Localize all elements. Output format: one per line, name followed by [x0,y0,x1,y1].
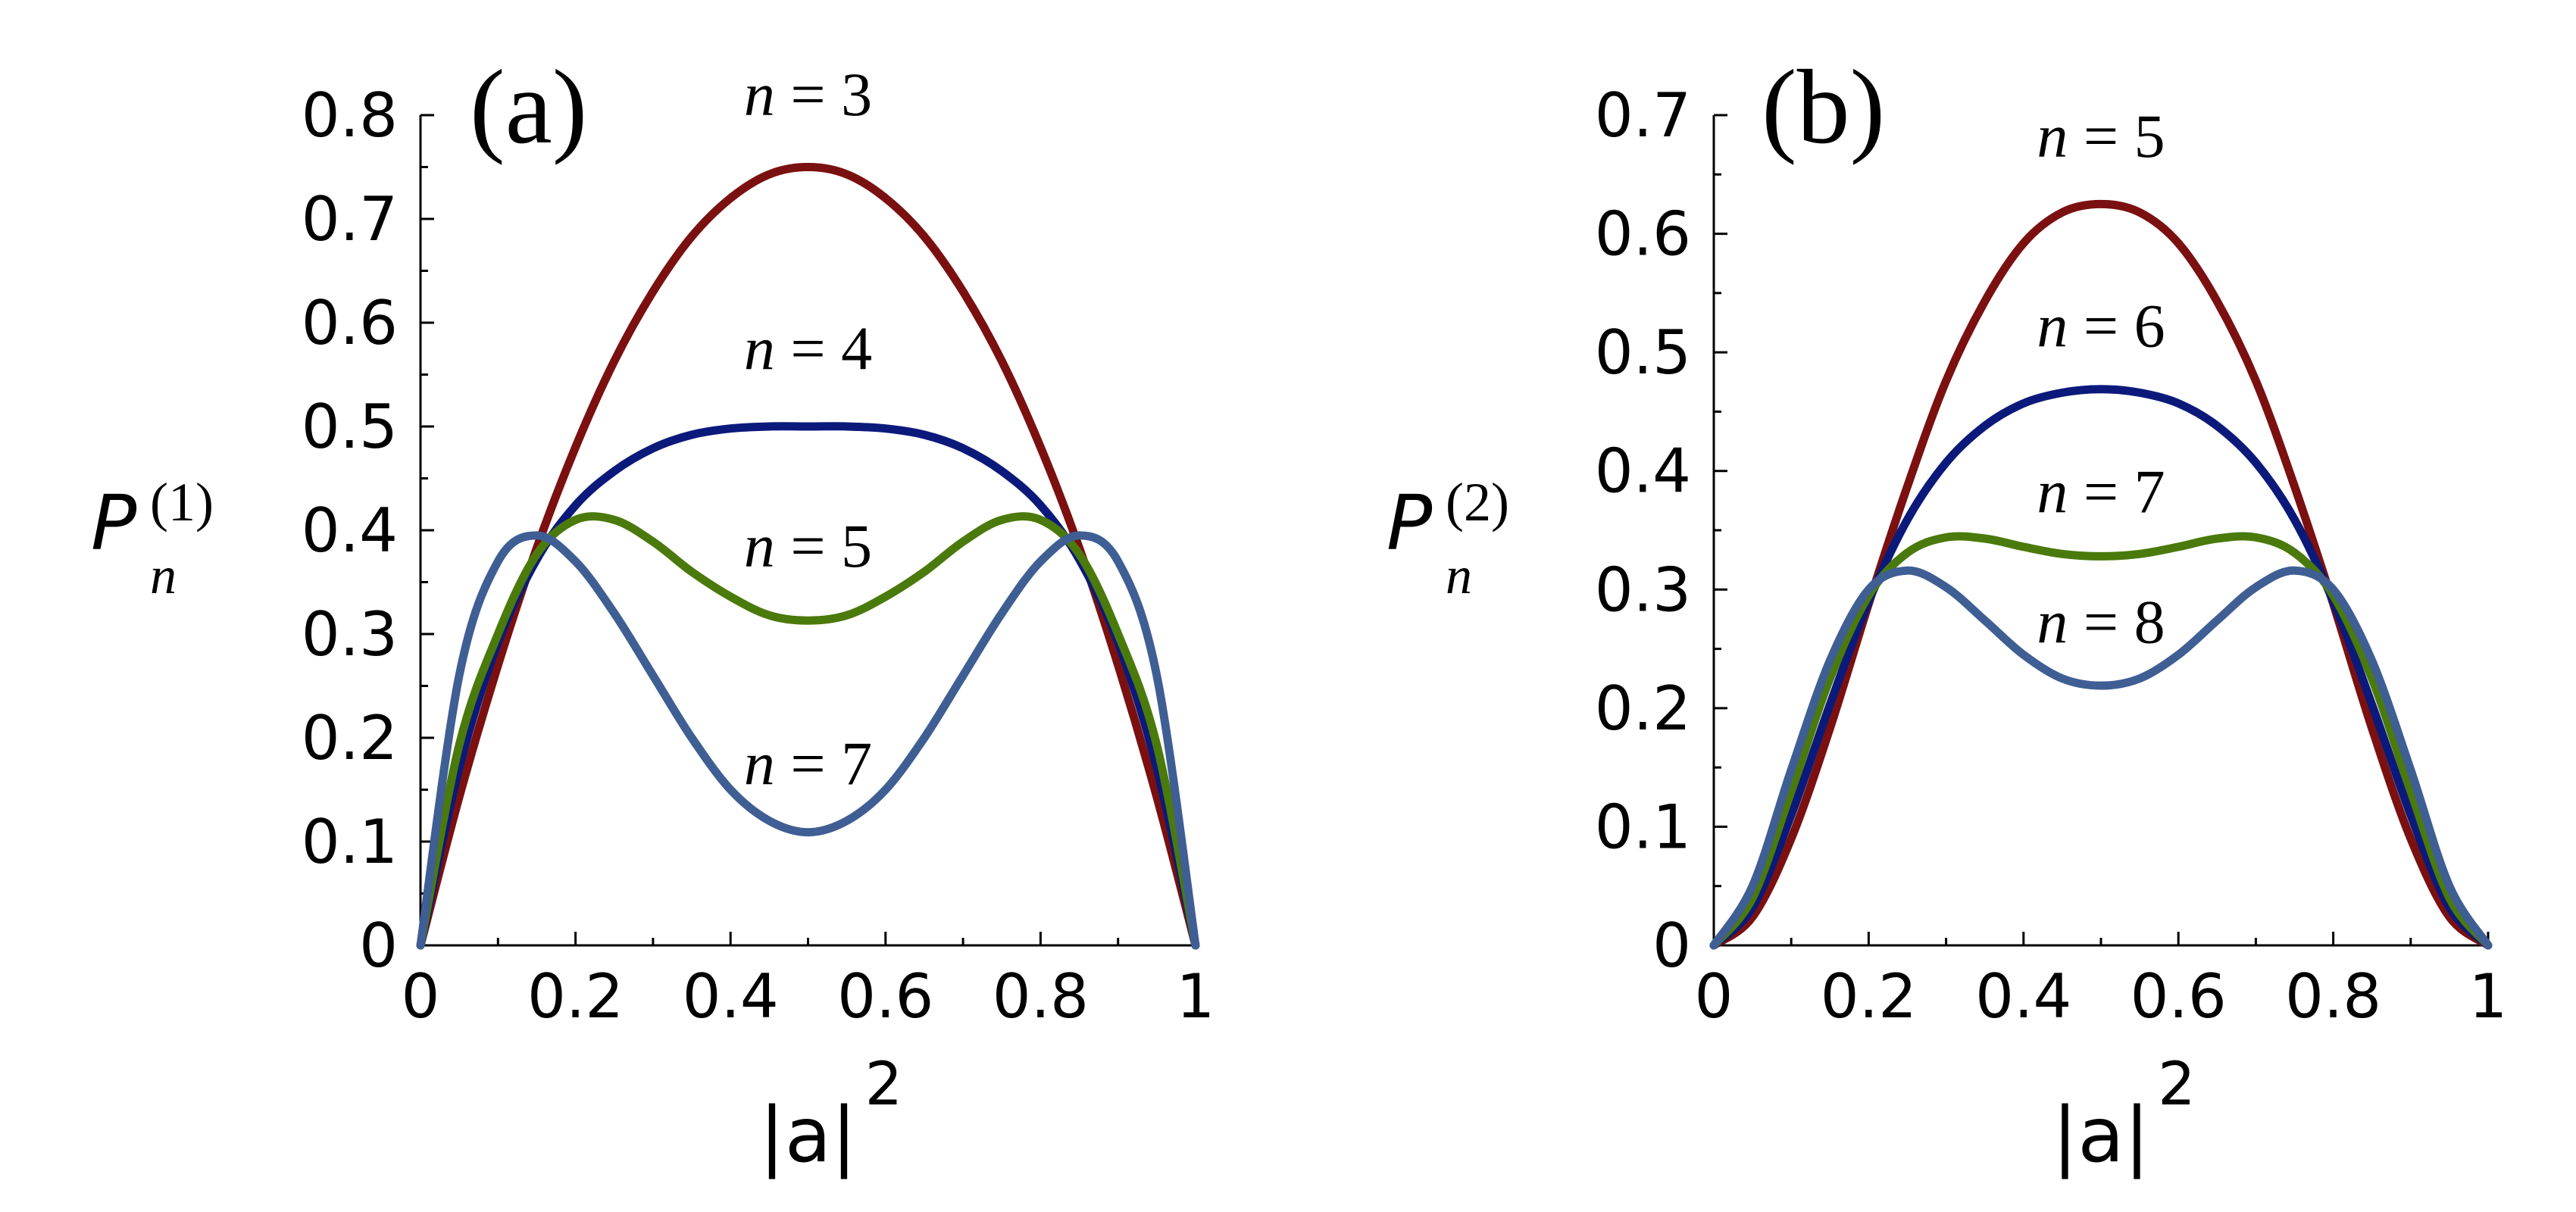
panel-a: 0 0.1 0.2 0.3 0.4 0.5 0.6 0.7 0.8 0 0.2 0.4 0.6 0.8 1 n… [91,48,1215,1179]
series-line-n-5 [1709,199,2493,950]
panel-label: (a) [470,48,587,166]
y-axis-label-superscript: (2) [1446,472,1509,533]
x-tick-label: 1 [1177,961,1215,1032]
y-tick-label: 0.6 [1595,199,1691,270]
series-label: n = 5 [2037,102,2165,170]
y-axis-label-subscript: n [150,547,177,605]
y-axis-label-superscript: (1) [150,472,214,533]
y-tick-label: 0.1 [1595,792,1691,862]
series-label: n = 3 [744,60,872,129]
y-tick-label: 0.7 [1595,80,1691,151]
y-tick-label: 0.8 [302,80,398,151]
x-axis-label-superscript: 2 [2158,1051,2196,1119]
panel-label: (b) [1762,48,1885,166]
x-axis-label-superscript: 2 [865,1051,903,1119]
series-label: n = 7 [744,729,872,798]
y-tick-label: 0.4 [1595,436,1691,507]
y-axis-label: P [91,479,137,567]
x-tick-label: 0.6 [837,961,933,1032]
y-tick-label: 0.3 [1595,554,1691,625]
x-tick-label: 0.4 [683,961,779,1032]
series-line-n-8 [1709,566,2493,950]
x-tick-label: 0 [1695,961,1733,1032]
series-label: n = 5 [744,511,872,580]
series-line-n-5 [416,512,1200,950]
y-axis-label-subscript: n [1446,547,1472,605]
y-tick-label: 0.3 [302,599,398,670]
series-label: n = 6 [2037,291,2165,360]
series-label: n = 4 [744,314,872,383]
x-tick-label: 1 [2469,961,2508,1032]
x-tick-label: 0 [402,961,440,1032]
y-axis-label: P [1386,479,1433,567]
y-tick-label: 0 [1652,911,1691,981]
x-tick-label: 0.8 [2285,961,2381,1032]
y-tick-label: 0 [359,911,398,981]
series-label: n = 8 [2037,588,2165,657]
series-line-n-7 [1709,532,2493,950]
series-line-n-6 [1709,385,2493,950]
y-tick-label: 0.4 [302,495,398,566]
y-tick-label: 0.5 [1595,317,1691,388]
x-tick-label: 0.6 [2131,961,2227,1032]
x-tick-label: 0.2 [527,961,624,1032]
series-label: n = 7 [2037,458,2165,526]
x-tick-label: 0.4 [1975,961,2071,1032]
x-tick-label: 0.2 [1821,961,1917,1032]
y-tick-label: 0.7 [302,184,398,255]
x-axis-label: |a| [759,1091,857,1179]
y-tick-label: 0.1 [302,807,398,877]
panel-b: 0 0.1 0.2 0.3 0.4 0.5 0.6 0.7 0 0.2 0.4 0.6 0.8 1 n = … [1386,48,2507,1179]
x-tick-label: 0.8 [993,961,1089,1032]
y-tick-label: 0.5 [302,392,398,462]
y-tick-label: 0.6 [302,288,398,358]
x-axis-label: |a| [2052,1091,2150,1179]
series-line-n-7 [416,531,1200,950]
y-tick-label: 0.2 [302,703,398,773]
y-tick-label: 0.2 [1595,673,1691,744]
